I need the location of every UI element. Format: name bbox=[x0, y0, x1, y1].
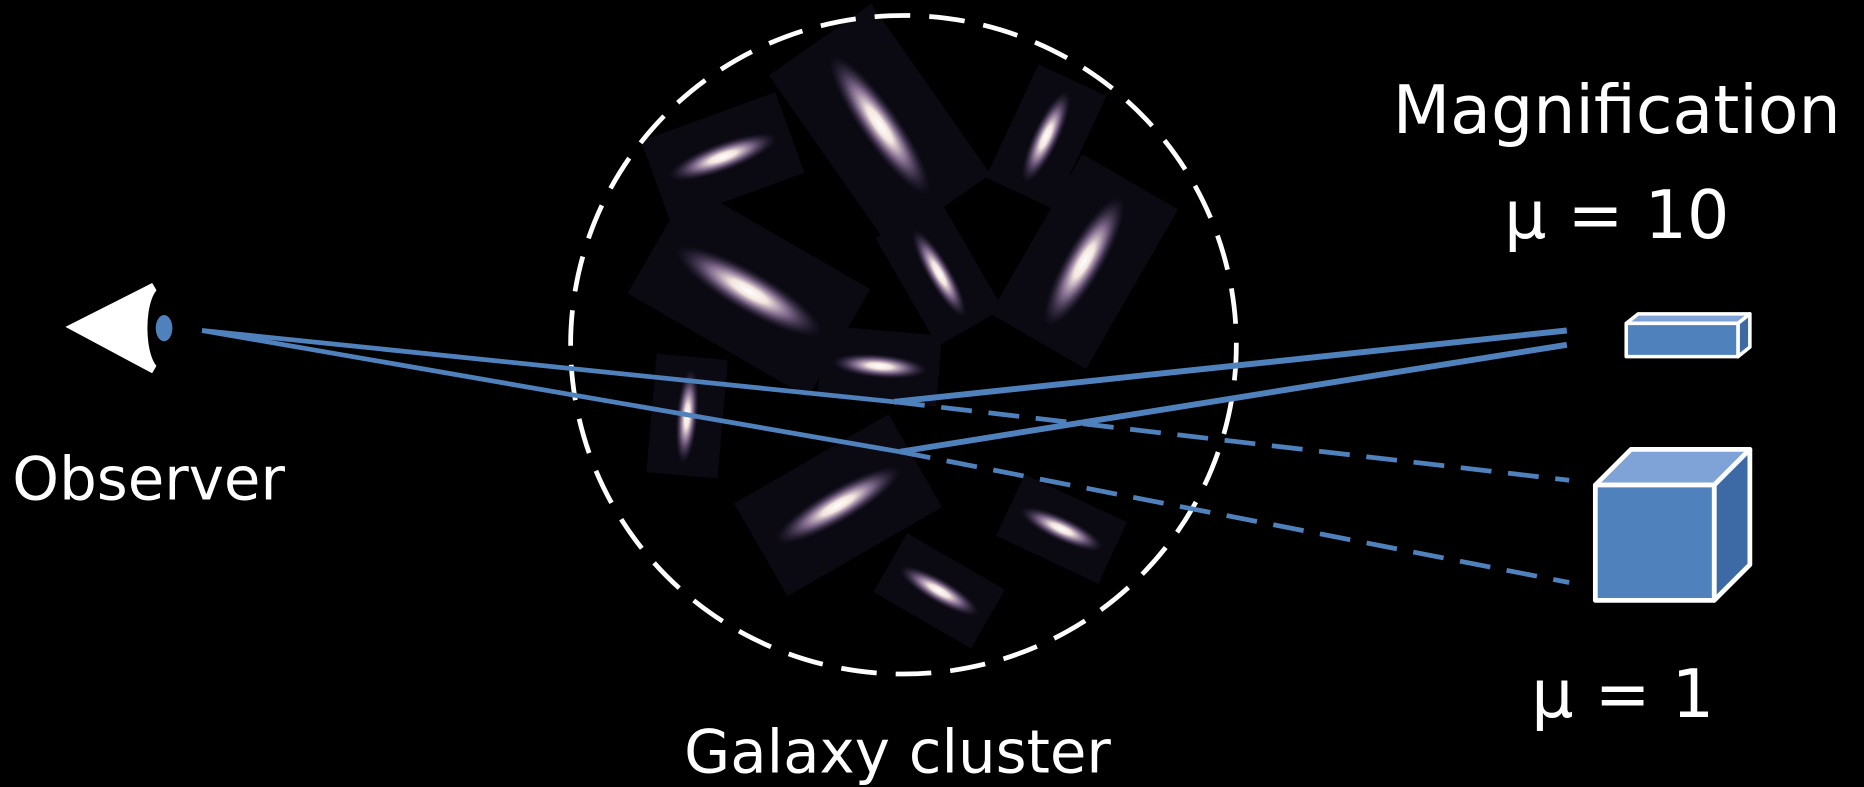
ray bbox=[893, 327, 1568, 405]
galaxy bbox=[817, 325, 943, 407]
galaxy-glow bbox=[829, 55, 930, 194]
galaxy-glow bbox=[832, 353, 928, 379]
galaxy-glow bbox=[775, 466, 901, 544]
box-front bbox=[1624, 321, 1740, 359]
galaxy-glow bbox=[1021, 91, 1071, 183]
dashed-ray bbox=[893, 399, 1570, 483]
small-box bbox=[1624, 312, 1752, 359]
cluster-label: Galaxy cluster bbox=[684, 719, 1111, 787]
galaxy-glow bbox=[676, 246, 822, 337]
galaxy-glow bbox=[912, 229, 967, 318]
galaxy-glow bbox=[1043, 197, 1125, 327]
cluster-boundary bbox=[568, 13, 1239, 677]
galaxy-glow bbox=[668, 133, 777, 181]
observer-label: Observer bbox=[12, 445, 285, 514]
magnification-label: Magnification bbox=[1393, 71, 1841, 149]
unit-magnification-label: μ = 1 bbox=[1531, 655, 1714, 733]
galaxy bbox=[990, 154, 1179, 369]
galaxy-glow bbox=[1020, 507, 1103, 551]
galaxy-images bbox=[627, 3, 1179, 649]
galaxy bbox=[873, 533, 1005, 649]
observer-eye bbox=[65, 282, 176, 374]
galaxy bbox=[996, 474, 1128, 584]
galaxy bbox=[768, 3, 991, 246]
large-cube bbox=[1592, 446, 1753, 603]
light-rays bbox=[201, 327, 1570, 585]
galaxy bbox=[875, 200, 1003, 347]
galaxy bbox=[627, 185, 871, 398]
galaxy-glow bbox=[899, 566, 979, 616]
galaxy bbox=[985, 64, 1107, 210]
dashed-ray bbox=[899, 449, 1570, 585]
ray bbox=[899, 341, 1568, 455]
ray bbox=[201, 328, 901, 455]
cube-front bbox=[1592, 482, 1717, 603]
high-magnification-label: μ = 10 bbox=[1504, 176, 1729, 254]
galaxy bbox=[734, 414, 943, 597]
ray bbox=[201, 328, 895, 405]
eye-shape bbox=[65, 282, 167, 374]
galaxy bbox=[641, 92, 805, 222]
eye-pupil bbox=[155, 315, 173, 342]
